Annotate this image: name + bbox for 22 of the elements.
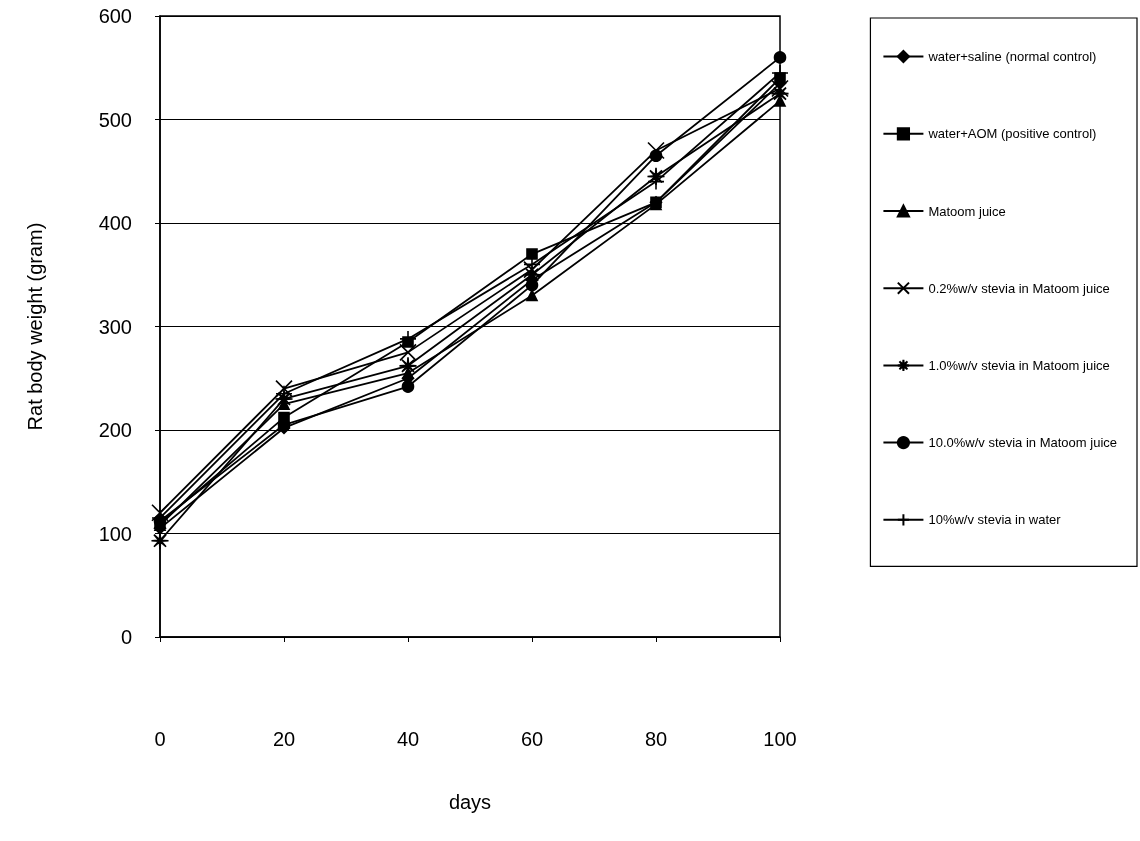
x-tick-label: 60	[520, 728, 544, 750]
y-tick-label: 0	[120, 626, 132, 648]
x-tick-label: 80	[644, 728, 668, 750]
x-tick-label: 40	[396, 728, 420, 750]
x-axis-title: days	[448, 791, 492, 813]
legend-label: 10.0%w/v stevia in Matoom juice	[928, 435, 1118, 451]
y-axis-title: Rat body weight (gram)	[24, 222, 46, 431]
y-tick-label: 100	[98, 522, 132, 545]
y-tick-label: 300	[98, 315, 132, 338]
legend-label: water+saline (normal control)	[927, 49, 1097, 65]
y-tick-label: 200	[98, 419, 132, 441]
legend-label: 10%w/v stevia in water	[928, 512, 1062, 528]
legend-label: Matoom juice	[928, 203, 1006, 219]
legend-label: 1.0%w/v stevia in Matoom juice	[928, 357, 1110, 373]
legend-label: 0.2%w/v stevia in Matoom juice	[928, 280, 1110, 296]
y-tick-label: 400	[98, 212, 132, 234]
y-tick-label: 500	[98, 108, 132, 131]
y-tick-label: 600	[98, 5, 132, 27]
x-tick-label: 100	[763, 728, 797, 750]
x-tick-label: 0	[154, 728, 166, 750]
x-tick-label: 20	[272, 728, 296, 750]
legend-label: water+AOM (positive control)	[927, 126, 1097, 142]
